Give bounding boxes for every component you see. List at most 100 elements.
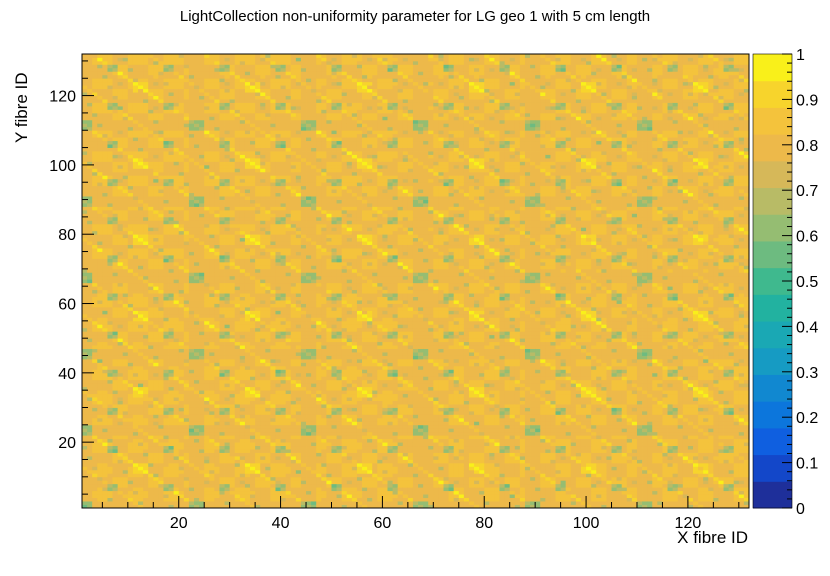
heatmap-cell: [138, 85, 143, 89]
heatmap-cell: [123, 387, 128, 391]
heatmap-cell: [158, 103, 163, 107]
heatmap-cell: [260, 272, 265, 276]
heatmap-cell: [260, 349, 265, 353]
heatmap-cell: [270, 217, 275, 221]
heatmap-cell: [225, 92, 230, 96]
heatmap-cell: [209, 432, 214, 436]
heatmap-cell: [133, 186, 138, 190]
heatmap-cell: [189, 123, 194, 127]
heatmap-cell: [123, 241, 128, 245]
heatmap-cell: [92, 238, 97, 242]
heatmap-cell: [209, 442, 214, 446]
heatmap-cell: [102, 130, 107, 134]
heatmap-cell: [194, 439, 199, 443]
heatmap-cell: [240, 238, 245, 242]
heatmap-cell: [163, 113, 168, 117]
heatmap-cell: [97, 376, 102, 380]
heatmap-cell: [250, 179, 255, 183]
heatmap-cell: [245, 220, 250, 224]
heatmap-cell: [240, 189, 245, 193]
heatmap-cell: [250, 61, 255, 65]
heatmap-cell: [189, 314, 194, 318]
heatmap-cell: [255, 196, 260, 200]
heatmap-cell: [245, 54, 250, 58]
heatmap-cell: [138, 155, 143, 159]
heatmap-cell: [204, 404, 209, 408]
heatmap-cell: [163, 245, 168, 249]
heatmap-cell: [174, 453, 179, 457]
heatmap-cell: [97, 335, 102, 339]
heatmap-cell: [260, 141, 265, 145]
heatmap-cell: [169, 186, 174, 190]
heatmap-cell: [184, 165, 189, 169]
heatmap-cell: [265, 324, 270, 328]
heatmap-cell: [184, 130, 189, 134]
heatmap-cell: [169, 373, 174, 377]
heatmap-cell: [245, 362, 250, 366]
heatmap-cell: [219, 297, 224, 301]
heatmap-cell: [255, 231, 260, 235]
heatmap-cell: [133, 258, 138, 262]
heatmap-cell: [250, 279, 255, 283]
heatmap-cell: [148, 352, 153, 356]
heatmap-cell: [102, 71, 107, 75]
heatmap-cell: [209, 103, 214, 107]
heatmap-cell: [133, 252, 138, 256]
heatmap-cell: [128, 217, 133, 221]
heatmap-cell: [209, 328, 214, 332]
heatmap-cell: [148, 359, 153, 363]
heatmap-cell: [87, 158, 92, 162]
heatmap-cell: [194, 501, 199, 505]
heatmap-cell: [92, 200, 97, 204]
heatmap-cell: [169, 252, 174, 256]
heatmap-cell: [214, 484, 219, 488]
heatmap-cell: [153, 331, 158, 335]
heatmap-cell: [179, 103, 184, 107]
heatmap-cell: [245, 428, 250, 432]
heatmap-cell: [250, 356, 255, 360]
heatmap-cell: [97, 404, 102, 408]
heatmap-cell: [82, 331, 87, 335]
heatmap-cell: [143, 394, 148, 398]
heatmap-cell: [184, 404, 189, 408]
heatmap-cell: [189, 397, 194, 401]
heatmap-cell: [169, 439, 174, 443]
heatmap-cell: [214, 148, 219, 152]
heatmap-cell: [128, 220, 133, 224]
heatmap-cell: [128, 137, 133, 141]
heatmap-cell: [240, 57, 245, 61]
heatmap-cell: [204, 484, 209, 488]
heatmap-cell: [163, 366, 168, 370]
heatmap-cell: [214, 141, 219, 145]
heatmap-cell: [87, 175, 92, 179]
heatmap-cell: [133, 286, 138, 290]
heatmap-cell: [118, 362, 123, 366]
heatmap-cell: [255, 297, 260, 301]
heatmap-cell: [138, 258, 143, 262]
heatmap-cell: [82, 106, 87, 110]
heatmap-cell: [219, 411, 224, 415]
heatmap-cell: [138, 335, 143, 339]
heatmap-cell: [189, 390, 194, 394]
heatmap-cell: [113, 494, 118, 498]
heatmap-cell: [92, 116, 97, 120]
heatmap-cell: [250, 314, 255, 318]
heatmap-cell: [214, 109, 219, 113]
heatmap-cell: [163, 397, 168, 401]
heatmap-cell: [214, 175, 219, 179]
heatmap-cell: [245, 366, 250, 370]
heatmap-cell: [250, 158, 255, 162]
heatmap-cell: [92, 404, 97, 408]
heatmap-cell: [225, 99, 230, 103]
heatmap-cell: [245, 92, 250, 96]
heatmap-cell: [204, 155, 209, 159]
heatmap-cell: [219, 498, 224, 502]
heatmap-cell: [240, 345, 245, 349]
heatmap-cell: [219, 255, 224, 259]
heatmap-cell: [260, 362, 265, 366]
heatmap-cell: [169, 397, 174, 401]
heatmap-cell: [260, 258, 265, 262]
heatmap-cell: [214, 317, 219, 321]
heatmap-cell: [133, 92, 138, 96]
heatmap-cell: [148, 89, 153, 93]
